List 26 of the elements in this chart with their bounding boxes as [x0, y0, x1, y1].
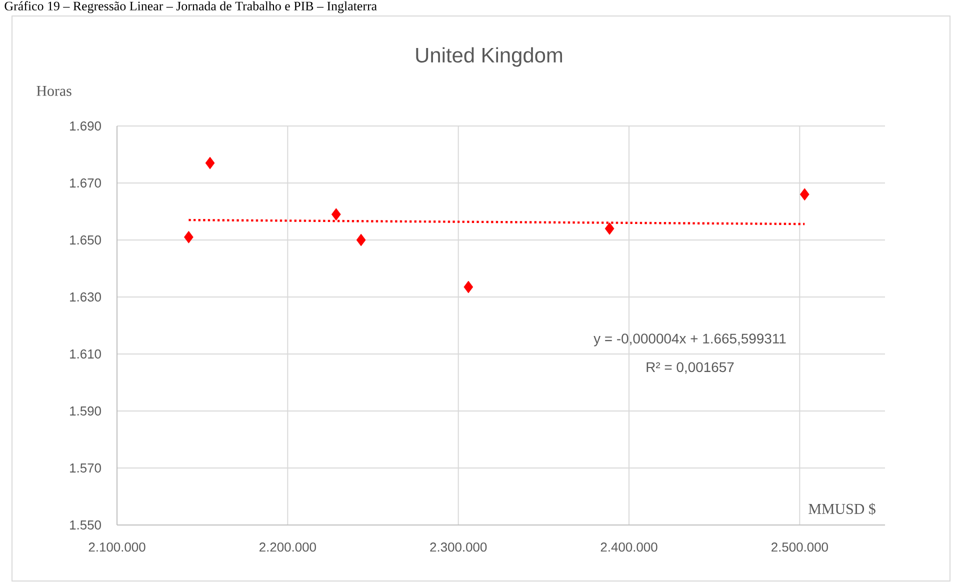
y-tick-label: 1.690 [70, 121, 101, 131]
x-tick-label: 2.500.000 [772, 542, 828, 552]
x-axis-title: MMUSD $ [808, 503, 876, 515]
y-tick-label: 1.570 [70, 463, 101, 473]
point [184, 230, 194, 244]
point [604, 222, 614, 235]
point [205, 156, 215, 170]
annotation: y = -0,000004x + 1.665,599311 [594, 334, 786, 346]
chart-title: United Kingdom [416, 47, 562, 67]
y-tick-label: 1.610 [70, 349, 101, 359]
point [800, 188, 810, 201]
x-tick-label: 2.200.000 [260, 542, 316, 552]
point [331, 208, 341, 221]
point [464, 280, 474, 294]
y-tick-label: 1.630 [70, 292, 101, 302]
y-tick-label: 1.650 [70, 235, 101, 245]
y-axis-title: Horas [36, 86, 72, 96]
x-tick-label: 2.100.000 [88, 542, 146, 552]
y-tick-label: 1.670 [70, 178, 101, 188]
x-tick-label: 2.400.000 [600, 542, 658, 552]
y-tick-label: 1.590 [70, 406, 101, 416]
point [356, 234, 366, 246]
text: Gráfico 19 – Regressão Linear – Jornada de Trabalho e PIB – Inglaterra [4, 1, 377, 14]
x-tick-label: 2.300.000 [430, 542, 487, 552]
annotation: R² = 0,001657 [646, 362, 734, 374]
y-tick-label: 1.550 [70, 520, 101, 530]
